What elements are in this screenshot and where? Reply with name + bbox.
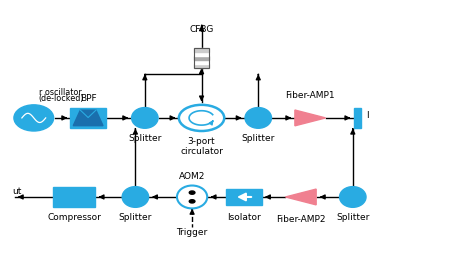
Circle shape xyxy=(189,200,195,203)
Bar xyxy=(194,52,209,56)
Ellipse shape xyxy=(132,108,158,128)
Bar xyxy=(194,60,209,64)
Bar xyxy=(194,56,209,60)
Text: Trigger: Trigger xyxy=(176,228,208,237)
Text: 3-port
circulator: 3-port circulator xyxy=(180,137,223,156)
Text: AOM2: AOM2 xyxy=(179,172,205,181)
Text: Compressor: Compressor xyxy=(47,213,101,221)
Polygon shape xyxy=(295,110,326,126)
Text: Fiber-AMP2: Fiber-AMP2 xyxy=(276,215,326,224)
Text: l: l xyxy=(366,111,369,120)
Bar xyxy=(227,189,262,205)
Text: ut: ut xyxy=(12,187,22,196)
Ellipse shape xyxy=(14,105,54,131)
Bar xyxy=(194,48,209,68)
FancyBboxPatch shape xyxy=(71,108,106,128)
Text: Splitter: Splitter xyxy=(118,213,152,221)
Polygon shape xyxy=(73,110,103,126)
Text: Splitter: Splitter xyxy=(336,213,369,221)
Circle shape xyxy=(179,105,224,131)
Text: Isolator: Isolator xyxy=(227,213,261,221)
Ellipse shape xyxy=(339,187,366,207)
Text: CFBG: CFBG xyxy=(190,25,214,34)
Ellipse shape xyxy=(245,108,272,128)
Polygon shape xyxy=(285,189,316,205)
Text: Fiber-AMP1: Fiber-AMP1 xyxy=(285,91,335,100)
Text: Splitter: Splitter xyxy=(242,134,275,143)
Bar xyxy=(354,108,361,128)
Text: BPF: BPF xyxy=(80,94,96,103)
Bar xyxy=(194,48,209,52)
Text: (de-locked): (de-locked) xyxy=(38,94,84,103)
Bar xyxy=(194,64,209,68)
Circle shape xyxy=(189,191,195,194)
Bar xyxy=(53,187,95,207)
Text: Splitter: Splitter xyxy=(128,134,162,143)
Ellipse shape xyxy=(122,187,149,207)
Text: r oscillator: r oscillator xyxy=(38,89,81,98)
Ellipse shape xyxy=(177,185,207,209)
